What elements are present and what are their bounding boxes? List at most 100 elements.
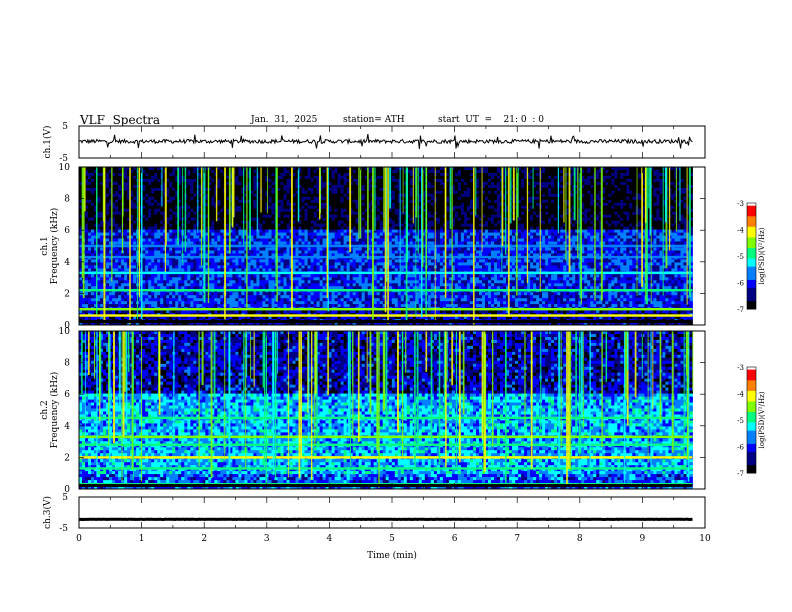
sferic-spike	[446, 331, 448, 382]
sferic-spike	[581, 331, 583, 415]
ch1-spectrogram-heatmap	[79, 167, 693, 326]
colorbar-cell	[747, 245, 756, 249]
x-tick-label: 10	[699, 534, 711, 544]
colorbar-cell	[747, 232, 756, 236]
sferic-spike	[451, 167, 453, 305]
x-axis-label: Time (min)	[367, 550, 417, 561]
sferic-spike	[567, 331, 570, 469]
sferic-spike	[243, 331, 245, 424]
y-tick-label: 6	[64, 390, 70, 400]
ch1-waveform-series-line	[78, 133, 693, 150]
colorbar-cell	[747, 242, 756, 246]
sferic-spike	[94, 331, 96, 379]
x-tick-label: 0	[76, 534, 82, 544]
sferic-spike	[636, 167, 638, 296]
colorbar-cell	[747, 258, 756, 262]
sferic-spike	[298, 331, 301, 479]
sferic-spike	[397, 331, 399, 433]
sferic-spike	[412, 167, 414, 224]
sferic-spike	[505, 331, 507, 488]
y-tick-label: 0	[64, 485, 70, 495]
sferic-spike	[683, 331, 685, 456]
sferic-spike	[250, 331, 251, 379]
sferic-spike	[650, 331, 652, 466]
colorbar-cell	[747, 462, 756, 466]
sferic-spike	[624, 331, 626, 485]
sferic-spike	[300, 331, 302, 457]
colorbar-cell	[747, 414, 756, 418]
sferic-spike	[425, 167, 427, 278]
sferic-spike	[687, 331, 689, 460]
sferic-spike	[417, 167, 419, 254]
sferic-spike	[133, 331, 134, 481]
sferic-spike	[319, 167, 321, 220]
sferic-spike	[314, 331, 316, 447]
sferic-spike	[434, 167, 436, 321]
sferic-spike	[530, 331, 533, 469]
colorbar-cell	[747, 261, 756, 265]
colorbar-cell	[747, 372, 756, 376]
sferic-spike	[647, 331, 649, 464]
sferic-spike	[210, 331, 213, 478]
sferic-spike	[99, 331, 101, 403]
sferic-spike	[203, 167, 205, 293]
sferic-spike	[161, 167, 163, 207]
sferic-spike	[182, 167, 184, 263]
sferic-spike	[692, 331, 694, 391]
colorbar-cell	[747, 253, 756, 257]
sferic-spike	[83, 167, 86, 212]
sferic-spike	[387, 167, 389, 324]
colorbar-cell	[747, 382, 756, 386]
sferic-spike	[111, 167, 113, 282]
ch2-spectrogram-heatmap	[79, 331, 694, 490]
colorbar-cell	[747, 279, 756, 283]
sferic-spike	[512, 167, 515, 221]
sferic-spike	[320, 167, 321, 214]
sferic-spike	[360, 167, 362, 239]
sferic-spike	[275, 331, 277, 382]
y-tick-label: -5	[59, 154, 68, 164]
sferic-spike	[579, 167, 582, 299]
sferic-spike	[96, 167, 98, 315]
colorbar-cell	[747, 446, 756, 450]
sferic-spike	[557, 167, 559, 234]
colorbar-cell	[747, 367, 756, 371]
colorbar-cell	[747, 285, 756, 289]
colorbar-tick-label: -4	[737, 227, 744, 235]
colorbar-cell	[747, 205, 756, 209]
colorbar-cell	[747, 226, 756, 230]
sferic-spike	[307, 331, 310, 413]
colorbar-cell	[747, 396, 756, 400]
sferic-spike	[425, 331, 428, 372]
sferic-spike	[215, 167, 218, 222]
y-tick-label: 0	[64, 321, 70, 331]
sferic-spike	[349, 167, 352, 252]
sferic-spike	[287, 331, 289, 478]
colorbar-cell	[747, 454, 756, 458]
colorbar-cell	[747, 377, 756, 381]
sferic-spike	[108, 331, 110, 446]
sferic-spike	[383, 331, 386, 410]
sferic-spike	[367, 167, 369, 260]
sferic-spike	[687, 331, 690, 482]
sferic-spike	[121, 167, 124, 253]
ch1-waveform-ylabel: ch.1(V)	[42, 126, 53, 159]
sferic-spike	[421, 167, 423, 318]
colorbar-cell	[747, 218, 756, 222]
y-tick-label: 2	[64, 453, 70, 463]
colorbar-cell	[747, 274, 756, 278]
y-tick-label: 4	[64, 422, 70, 432]
colorbar-cell	[747, 430, 756, 434]
sferic-spike	[641, 331, 643, 379]
sferic-spike	[84, 331, 86, 439]
sferic-spike	[121, 331, 123, 482]
sferic-spike	[577, 167, 579, 259]
ch2-spectrogram-ylabel: ch.2Frequency (kHz)	[40, 372, 60, 449]
sferic-spike	[383, 167, 385, 231]
sferic-spike	[475, 167, 477, 216]
y-tick-label: -5	[59, 524, 68, 534]
x-tick-label: 3	[264, 534, 270, 544]
sferic-spike	[267, 167, 268, 214]
sferic-spike	[131, 331, 134, 470]
sferic-spike	[659, 331, 662, 422]
